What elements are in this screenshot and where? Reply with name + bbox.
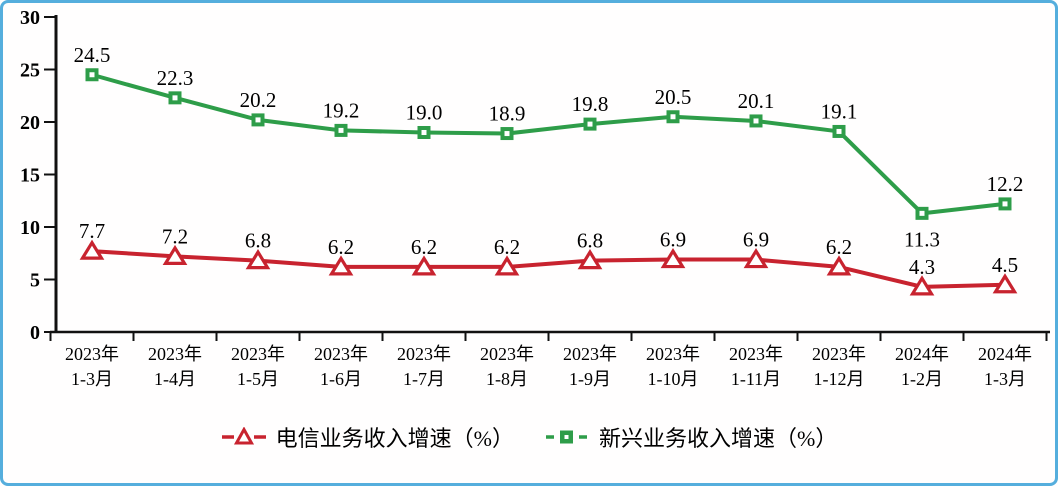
data-point-telecom [660, 247, 686, 269]
data-label-emerging: 19.2 [323, 98, 360, 122]
data-point-hole [670, 114, 676, 120]
data-label-telecom: 4.3 [909, 255, 935, 279]
data-label-telecom: 6.2 [494, 235, 520, 259]
data-point-hole [753, 118, 759, 124]
emerging-square-marker-icon [546, 430, 587, 444]
category-label-year: 2023年 [729, 344, 783, 364]
y-tick-label: 25 [20, 60, 40, 82]
data-point-hole [421, 130, 427, 135]
category-label-month: 1-11月 [731, 369, 781, 389]
category-label-year: 2023年 [563, 344, 617, 364]
series-line-emerging [90, 72, 1007, 216]
data-point-hole [504, 131, 510, 137]
legend: 电信业务收入增速（%） 新兴业务收入增速（%） [0, 421, 1058, 453]
data-point-telecom [826, 255, 852, 276]
legend-item-telecom: 电信业务收入增速（%） [221, 421, 514, 453]
data-label-emerging: 18.9 [489, 102, 526, 126]
legend-item-emerging: 新兴业务收入增速（%） [544, 421, 837, 453]
data-label-emerging: 20.2 [240, 88, 277, 112]
data-point-hole [172, 95, 178, 101]
category-label-year: 2023年 [812, 344, 866, 364]
category-label-year: 2023年 [646, 344, 700, 364]
category-label-month: 1-8月 [486, 369, 528, 389]
data-label-telecom: 6.2 [826, 235, 852, 259]
category-label-year: 2024年 [895, 344, 949, 364]
category-label-year: 2023年 [231, 344, 285, 364]
category-label-month: 1-12月 [814, 369, 865, 389]
category-label-month: 1-6月 [320, 369, 362, 389]
category-label-year: 2024年 [978, 344, 1032, 364]
data-label-emerging: 20.5 [655, 85, 692, 109]
data-point-telecom [909, 275, 935, 296]
category-label-year: 2023年 [480, 344, 534, 364]
data-label-telecom: 4.5 [992, 253, 1018, 277]
category-label-month: 1-9月 [569, 369, 611, 389]
y-tick-label: 15 [20, 165, 40, 187]
data-point-telecom [162, 244, 188, 265]
data-label-emerging: 12.2 [987, 172, 1024, 196]
data-label-telecom: 6.2 [411, 235, 437, 259]
data-label-emerging: 20.1 [738, 89, 775, 113]
data-label-emerging: 22.3 [157, 66, 194, 90]
data-point-telecom [411, 255, 437, 276]
data-point-hole [338, 127, 344, 133]
data-point-hole [919, 210, 925, 216]
data-point-hole [836, 128, 842, 134]
telecom-triangle-marker-icon [221, 427, 266, 445]
data-point-telecom [743, 247, 769, 269]
data-label-telecom: 6.9 [660, 228, 686, 252]
category-label-year: 2023年 [397, 344, 451, 364]
y-tick-label: 0 [30, 322, 40, 344]
data-point-hole [255, 117, 261, 123]
data-point-hole [587, 121, 593, 127]
y-tick-label: 20 [20, 112, 40, 134]
category-label-month: 1-10月 [648, 369, 699, 389]
data-point-telecom [245, 249, 271, 270]
y-tick-label: 30 [20, 7, 40, 29]
data-label-emerging: 19.8 [572, 92, 609, 116]
data-point-hole [89, 72, 95, 78]
data-point-hole [1002, 201, 1008, 207]
data-label-telecom: 7.7 [79, 219, 105, 243]
series-line-telecom [90, 249, 1007, 289]
category-label-month: 1-3月 [984, 369, 1026, 389]
data-label-emerging: 11.3 [904, 227, 940, 251]
category-label-year: 2023年 [65, 344, 119, 364]
y-tick-label: 5 [30, 270, 40, 292]
data-label-telecom: 6.8 [577, 229, 603, 253]
category-label-month: 1-5月 [237, 369, 279, 389]
category-label-month: 1-3月 [71, 369, 113, 389]
data-label-telecom: 7.2 [162, 224, 188, 248]
data-label-telecom: 6.8 [245, 229, 271, 253]
data-label-emerging: 19.1 [821, 99, 858, 123]
data-point-telecom [992, 273, 1018, 294]
category-label-month: 1-2月 [901, 369, 943, 389]
y-tick-label: 10 [20, 217, 40, 239]
data-point-telecom [328, 255, 354, 276]
category-label-year: 2023年 [314, 344, 368, 364]
data-label-emerging: 24.5 [74, 43, 111, 67]
data-point-telecom [494, 255, 520, 276]
data-label-emerging: 19.0 [406, 101, 443, 125]
data-point-telecom [577, 249, 603, 270]
data-point-telecom [79, 239, 105, 260]
category-label-month: 1-7月 [403, 369, 445, 389]
category-label-year: 2023年 [148, 344, 202, 364]
legend-label-telecom: 电信业务收入增速（%） [275, 426, 514, 451]
category-label-month: 1-4月 [154, 369, 196, 389]
data-label-telecom: 6.9 [743, 228, 769, 252]
data-label-telecom: 6.2 [328, 235, 354, 259]
legend-label-emerging: 新兴业务收入增速（%） [599, 426, 838, 451]
